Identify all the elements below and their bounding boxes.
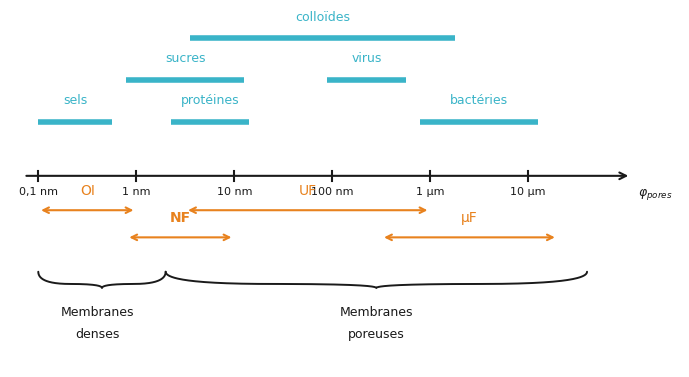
Text: colloïdes: colloïdes bbox=[295, 11, 350, 24]
Text: virus: virus bbox=[351, 52, 382, 66]
Text: NF: NF bbox=[169, 211, 191, 225]
Text: sucres: sucres bbox=[165, 52, 205, 66]
Text: 0,1 nm: 0,1 nm bbox=[19, 187, 58, 198]
Text: 1 nm: 1 nm bbox=[122, 187, 150, 198]
Text: sels: sels bbox=[63, 94, 87, 107]
Text: 10 μm: 10 μm bbox=[511, 187, 546, 198]
Text: protéines: protéines bbox=[181, 94, 239, 107]
Text: Membranes: Membranes bbox=[340, 306, 413, 319]
Text: 10 nm: 10 nm bbox=[216, 187, 252, 198]
Text: Membranes: Membranes bbox=[61, 306, 134, 319]
Text: denses: denses bbox=[75, 328, 119, 341]
Text: OI: OI bbox=[80, 184, 94, 198]
Text: poreuses: poreuses bbox=[348, 328, 404, 341]
Text: 1 μm: 1 μm bbox=[416, 187, 444, 198]
Text: UF: UF bbox=[299, 184, 317, 198]
Text: 100 nm: 100 nm bbox=[311, 187, 353, 198]
Text: bactéries: bactéries bbox=[450, 94, 508, 107]
Text: $\varphi_{pores}$: $\varphi_{pores}$ bbox=[638, 187, 672, 202]
Text: μF: μF bbox=[461, 211, 477, 225]
